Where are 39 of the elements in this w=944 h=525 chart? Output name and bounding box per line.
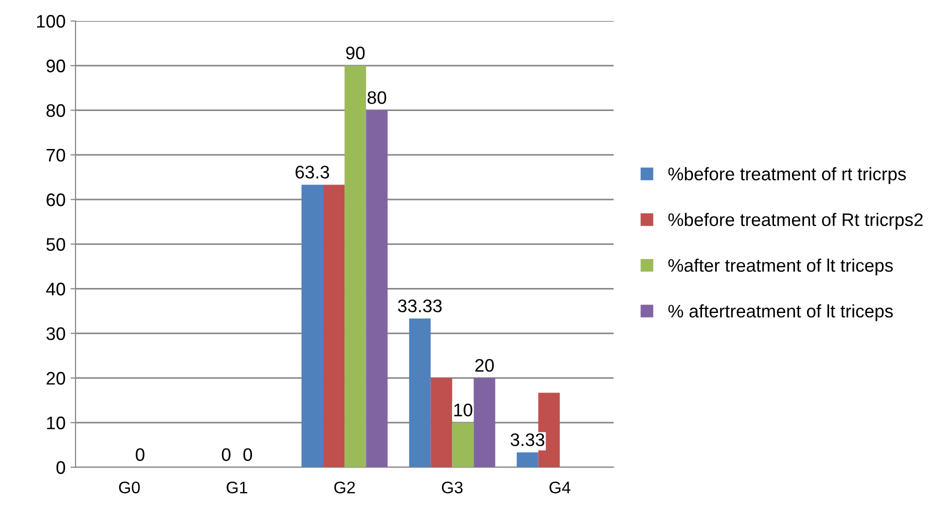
bar	[323, 184, 345, 468]
legend-label: %before treatment of rt tricrps	[668, 167, 906, 184]
bar	[344, 66, 366, 468]
x-tick-label: G0	[119, 482, 140, 494]
legend-label: %after treatment of lt triceps	[668, 258, 893, 276]
y-tick-label: 40	[46, 282, 66, 296]
bar	[516, 452, 538, 468]
bar	[474, 378, 496, 468]
y-tick-label: 20	[46, 372, 66, 385]
x-tick-label: G4	[550, 482, 570, 494]
y-tick-label: 60	[46, 193, 66, 206]
data-label: 3.33	[510, 433, 544, 446]
data-label: 0	[222, 448, 230, 462]
bar	[366, 110, 388, 468]
bar	[409, 318, 431, 468]
y-tick-label: 0	[56, 461, 66, 474]
y-tick-label: 10	[47, 416, 66, 430]
y-tick-label: 100	[37, 14, 66, 28]
x-tick-label: G2	[334, 482, 355, 494]
data-label: 90	[346, 46, 365, 60]
y-tick-label: 50	[46, 238, 66, 251]
data-label: 80	[368, 91, 386, 104]
data-label: 33.33	[398, 299, 442, 312]
bar	[452, 422, 474, 468]
data-label: 0	[136, 448, 144, 462]
data-label: 0	[243, 448, 252, 462]
y-tick-label: 70	[46, 148, 66, 162]
bar	[430, 378, 452, 468]
y-tick-label: 30	[46, 327, 66, 340]
legend-label: %before treatment of Rt tricrps2	[668, 212, 923, 230]
data-label: 10	[454, 404, 472, 416]
data-label: 20	[475, 358, 494, 372]
y-tick-label: 90	[46, 60, 66, 72]
y-tick-label: 80	[46, 104, 66, 117]
bar	[302, 184, 324, 468]
legend-label: % aftertreatment of lt triceps	[668, 304, 893, 322]
x-tick-label: G3	[442, 482, 463, 494]
data-label: 63.3	[296, 166, 330, 179]
x-tick-label: G1	[226, 482, 248, 494]
